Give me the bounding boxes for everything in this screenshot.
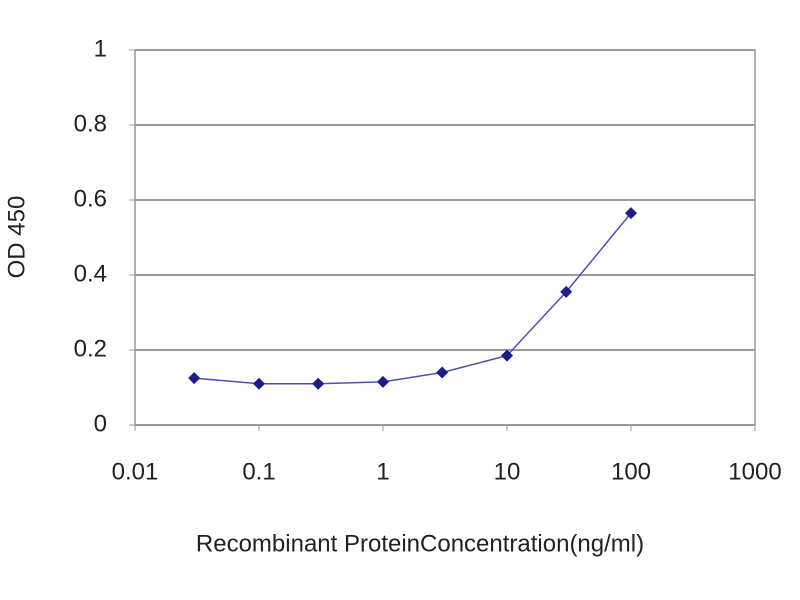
- y-tick-label: 0.8: [74, 110, 107, 137]
- y-tick-label: 0: [94, 410, 107, 437]
- series-line: [194, 212, 632, 385]
- data-point: [188, 372, 201, 385]
- x-tick-label: 0.01: [112, 458, 159, 485]
- data-point: [312, 377, 325, 390]
- x-tick-label: 10: [494, 458, 521, 485]
- data-point: [253, 377, 265, 390]
- x-axis-label: Recombinant ProteinConcentration(ng/ml): [196, 530, 644, 557]
- data-point: [436, 366, 449, 379]
- y-tick-label: 1: [94, 35, 107, 62]
- y-tick-label: 0.6: [74, 185, 107, 212]
- x-tick-label: 100: [611, 458, 651, 485]
- y-tick-label: 0.4: [74, 260, 107, 287]
- data-point: [377, 375, 389, 388]
- data-point: [560, 285, 573, 298]
- x-tick-label: 1: [376, 458, 389, 485]
- y-tick-label: 0.2: [74, 335, 107, 362]
- data-point: [501, 349, 513, 362]
- data-point: [625, 207, 637, 220]
- plot-area: [134, 49, 756, 426]
- x-tick-label: 0.1: [242, 458, 275, 485]
- y-axis-label: OD 450: [3, 196, 30, 279]
- x-tick-label: 1000: [728, 458, 781, 485]
